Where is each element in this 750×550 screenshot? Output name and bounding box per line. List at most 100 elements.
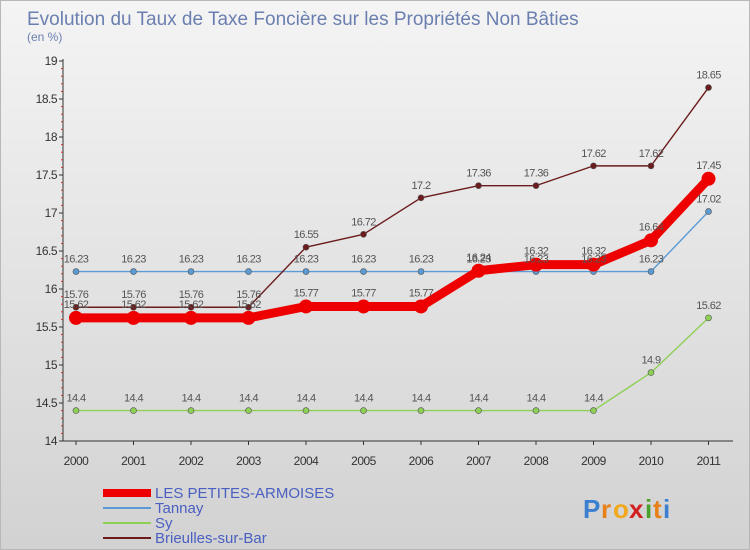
data-label-brieulles-sur-bar: 15.76 xyxy=(179,289,204,301)
x-tick-label: 2011 xyxy=(697,454,722,468)
data-point-tannay xyxy=(72,268,80,275)
data-label-sy: 14.4 xyxy=(411,393,430,405)
series-line-sy xyxy=(76,317,709,412)
data-label-tannay: 16.23 xyxy=(121,254,146,266)
data-label-tannay: 17.02 xyxy=(696,193,721,205)
data-point-sy xyxy=(647,369,655,376)
x-tick-label: 2006 xyxy=(409,454,435,468)
axes: 14 14.5 15 15.5 16 16.5 17 17.5 18 18.5 19 2000 2001… xyxy=(36,54,733,468)
data-point-brieulles-sur-bar xyxy=(72,303,80,311)
data-point-les-petites-armoises xyxy=(644,233,658,248)
data-label-brieulles-sur-bar: 18.65 xyxy=(696,70,721,82)
data-point-les-petites-armoises xyxy=(299,299,313,314)
data-point-sy xyxy=(360,407,367,414)
data-point-brieulles-sur-bar xyxy=(130,303,137,311)
y-tick-label: 14.5 xyxy=(36,396,58,410)
data-label-les-petites-armoises: 15.62 xyxy=(236,299,261,311)
data-point-les-petites-armoises xyxy=(241,310,256,325)
y-tick-label: 18.5 xyxy=(36,92,58,106)
data-label-brieulles-sur-bar: 15.76 xyxy=(236,289,261,301)
data-label-brieulles-sur-bar: 15.76 xyxy=(121,289,146,301)
data-point-tannay xyxy=(130,268,137,275)
legend-label-tannay: Tannay xyxy=(155,500,204,517)
data-label-tannay: 16.23 xyxy=(409,254,434,266)
data-label-sy: 14.9 xyxy=(641,355,660,367)
data-point-les-petites-armoises xyxy=(414,299,428,314)
data-label-sy: 14.4 xyxy=(526,393,545,405)
data-point-tannay xyxy=(360,268,367,275)
logo-letter: i xyxy=(663,494,670,524)
data-point-brieulles-sur-bar xyxy=(705,84,712,91)
data-label-tannay: 16.23 xyxy=(294,254,319,266)
logo-letter: i xyxy=(645,494,652,524)
series-sy xyxy=(72,314,712,414)
data-point-sy xyxy=(130,407,137,414)
data-point-sy xyxy=(302,407,310,414)
series-les-petites-armoises xyxy=(69,171,716,325)
data-point-les-petites-armoises xyxy=(69,310,83,325)
y-tick-label: 19 xyxy=(45,54,58,68)
series-line-les-petites-armoises xyxy=(76,175,712,323)
data-label-sy: 14.4 xyxy=(181,393,200,405)
legend: LES PETITES-ARMOISESTannaySyBrieulles-su… xyxy=(103,485,334,547)
data-label-les-petites-armoises: 16.64 xyxy=(639,221,664,233)
data-label-sy: 14.4 xyxy=(469,393,488,405)
data-point-tannay xyxy=(187,268,195,275)
chart-subtitle: (en %) xyxy=(27,30,62,44)
data-label-brieulles-sur-bar: 17.36 xyxy=(466,168,491,180)
data-label-les-petites-armoises: 17.45 xyxy=(696,160,721,172)
y-tick-label: 17 xyxy=(45,206,58,220)
data-label-tannay: 16.23 xyxy=(236,254,261,266)
data-point-les-petites-armoises xyxy=(471,263,486,278)
data-point-brieulles-sur-bar xyxy=(475,182,482,189)
y-tick-label: 15 xyxy=(45,358,58,372)
data-point-sy xyxy=(417,407,425,414)
data-point-sy xyxy=(532,407,540,414)
data-point-brieulles-sur-bar xyxy=(590,162,597,170)
data-labels: 14.4 14.4 14.4 14.4 14.4 14.4 14.4 14.4 14.4 14.4… xyxy=(64,70,722,405)
y-tick-label: 17.5 xyxy=(36,168,58,182)
logo-letter: t xyxy=(653,494,662,524)
series-line-brieulles-sur-bar xyxy=(76,87,710,308)
data-point-tannay xyxy=(417,268,425,275)
data-label-sy: 14.4 xyxy=(584,393,603,405)
series-brieulles-sur-bar xyxy=(72,84,712,311)
data-point-les-petites-armoises xyxy=(586,257,601,272)
data-label-brieulles-sur-bar: 15.76 xyxy=(64,289,89,301)
legend-label-brieulles-sur-bar: Brieulles-sur-Bar xyxy=(155,530,267,547)
x-tick-label: 2009 xyxy=(581,454,607,468)
data-point-brieulles-sur-bar xyxy=(417,194,425,202)
data-point-sy xyxy=(187,407,195,414)
data-point-les-petites-armoises xyxy=(126,310,141,325)
data-point-tannay xyxy=(705,208,712,215)
y-tick-label: 16 xyxy=(45,282,58,296)
x-tick-label: 2007 xyxy=(466,454,492,468)
data-label-tannay: 16.23 xyxy=(581,254,606,266)
series-tannay xyxy=(72,208,712,275)
legend-label-les-petites-armoises: LES PETITES-ARMOISES xyxy=(155,485,334,502)
data-point-les-petites-armoises xyxy=(356,299,371,314)
y-tick-label: 15.5 xyxy=(36,320,58,334)
data-label-tannay: 16.23 xyxy=(64,254,89,266)
data-label-les-petites-armoises: 15.62 xyxy=(64,299,89,311)
logo-letter: x xyxy=(629,494,644,524)
x-tick-label: 2000 xyxy=(64,454,90,468)
logo-letter: P xyxy=(583,494,600,524)
data-point-sy xyxy=(72,407,80,414)
data-point-brieulles-sur-bar xyxy=(187,303,195,311)
data-label-tannay: 16.23 xyxy=(466,254,491,266)
data-label-brieulles-sur-bar: 17.36 xyxy=(524,168,549,180)
x-tick-label: 2003 xyxy=(236,454,262,468)
data-label-brieulles-sur-bar: 16.55 xyxy=(294,229,319,241)
x-tick-label: 2008 xyxy=(524,454,550,468)
x-tick-label: 2001 xyxy=(121,454,147,468)
data-point-sy xyxy=(475,407,482,414)
data-point-brieulles-sur-bar xyxy=(302,243,310,251)
data-label-sy: 14.4 xyxy=(66,393,85,405)
data-label-les-petites-armoises: 15.77 xyxy=(351,287,376,299)
data-label-sy: 14.4 xyxy=(239,393,258,405)
data-label-les-petites-armoises: 15.62 xyxy=(179,299,204,311)
logo-letter: o xyxy=(613,494,629,524)
